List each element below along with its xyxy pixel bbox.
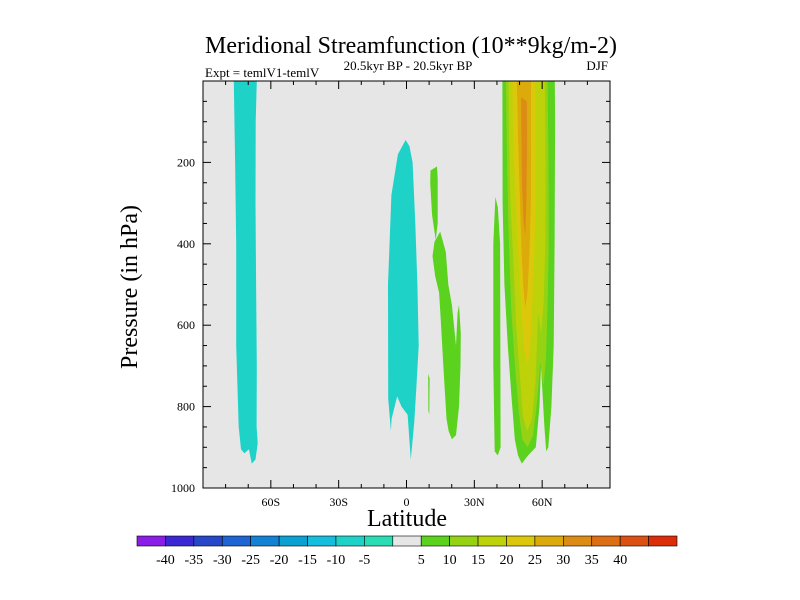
colorbar-label: 20 <box>500 553 514 568</box>
colorbar-label: 35 <box>585 553 599 568</box>
colorbar-swatch <box>136 535 166 547</box>
colorbar-swatch <box>193 535 223 547</box>
colorbar-swatch <box>477 535 507 547</box>
contour-region-1 <box>388 140 419 460</box>
x-tick-label: 60N <box>532 495 553 509</box>
x-tick-label: 30N <box>464 495 485 509</box>
colorbar-label: -5 <box>359 553 371 568</box>
axis-tick-labels: 60S 30S 0 30N 60N 200 400 600 800 1000 <box>171 155 553 509</box>
contour-regions <box>233 81 556 464</box>
x-tick-label: 0 <box>404 495 410 509</box>
colorbar-label: 15 <box>471 553 485 568</box>
experiment-label: Expt = temlV1-temlV <box>205 65 320 80</box>
colorbar <box>136 535 678 547</box>
colorbar-label: -30 <box>213 553 232 568</box>
colorbar-swatch <box>335 535 365 547</box>
colorbar-swatch <box>307 535 337 547</box>
axis-ticks <box>202 80 611 489</box>
y-axis-label: Pressure (in hPa) <box>117 205 143 369</box>
colorbar-swatch <box>278 535 308 547</box>
colorbar-swatch <box>449 535 479 547</box>
colorbar-swatch <box>591 535 621 547</box>
colorbar-label: -25 <box>241 553 260 568</box>
colorbar-label: -15 <box>298 553 317 568</box>
x-tick-label: 30S <box>329 495 348 509</box>
colorbar-swatch <box>250 535 280 547</box>
period-label: 20.5kyr BP - 20.5kyr BP <box>344 58 473 73</box>
colorbar-label: -40 <box>156 553 175 568</box>
contour-region-5 <box>493 197 501 456</box>
contour-region-0 <box>233 81 258 464</box>
y-tick-label: 600 <box>177 318 195 332</box>
y-tick-label: 800 <box>177 400 195 414</box>
colorbar-label: 10 <box>443 553 457 568</box>
colorbar-swatch <box>364 535 394 547</box>
y-tick-label: 200 <box>177 155 195 169</box>
colorbar-swatch <box>165 535 195 547</box>
colorbar-swatch <box>392 535 422 547</box>
colorbar-swatch <box>506 535 536 547</box>
colorbar-swatch <box>221 535 251 547</box>
y-tick-label: 1000 <box>171 481 195 495</box>
colorbar-swatch <box>563 535 593 547</box>
colorbar-swatch <box>420 535 450 547</box>
x-axis-label: Latitude <box>367 506 447 532</box>
colorbar-label: 40 <box>613 553 627 568</box>
contour-region-4 <box>428 374 430 415</box>
colorbar-label: -20 <box>270 553 289 568</box>
season-label: DJF <box>586 58 608 73</box>
contour-region-3 <box>432 231 461 440</box>
colorbar-swatch <box>534 535 564 547</box>
contour-region-11 <box>521 97 527 236</box>
x-tick-label: 60S <box>261 495 280 509</box>
colorbar-label: 25 <box>528 553 542 568</box>
colorbar-label: -35 <box>184 553 203 568</box>
contour-region-2 <box>430 166 438 240</box>
chart-title: Meridional Streamfunction (10**9kg/m-2) <box>205 33 617 59</box>
colorbar-labels: -40 -35 -30 -25 -20 -15 -10 -5 5 10 15 20 25 30 35 40 <box>156 553 627 568</box>
plot-area: 60S 30S 0 30N 60N 200 400 600 800 1000 <box>171 80 611 509</box>
colorbar-swatch <box>648 535 678 547</box>
colorbar-label: -10 <box>327 553 346 568</box>
colorbar-label: 5 <box>418 553 425 568</box>
colorbar-label: 30 <box>556 553 570 568</box>
colorbar-swatch <box>619 535 649 547</box>
y-tick-label: 400 <box>177 237 195 251</box>
